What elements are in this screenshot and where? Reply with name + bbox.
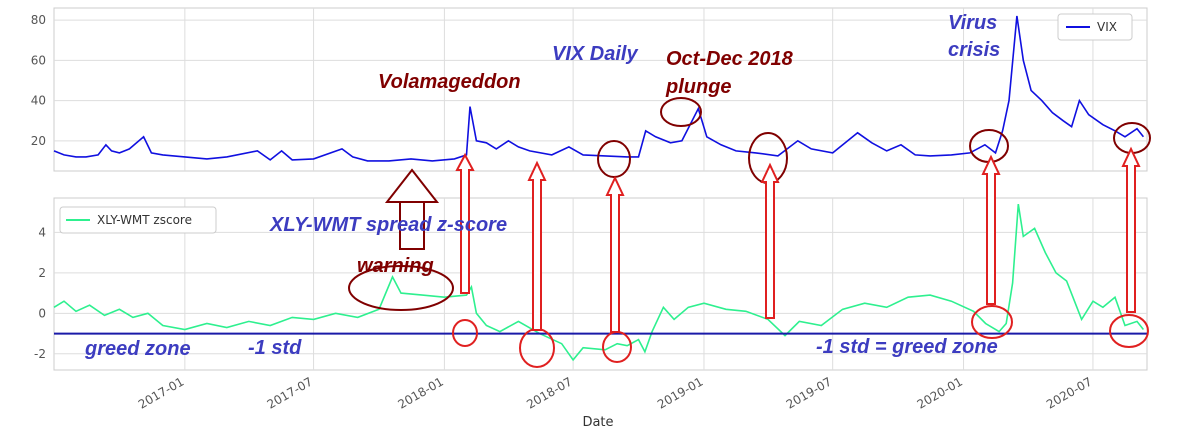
vix-gridlines	[54, 8, 1147, 171]
virus-label-line2: crisis	[948, 39, 1000, 61]
zscore-y-tick-label: 4	[38, 225, 46, 239]
virus-label-line1: Virus	[948, 12, 997, 34]
x-tick-label: 2018-07	[524, 374, 574, 411]
volamageddon-label: Volamageddon	[378, 71, 521, 93]
zscore-circle-2018-03	[452, 319, 478, 347]
zscore-legend: XLY-WMT zscore	[59, 206, 217, 234]
up-arrow-2018-03	[455, 152, 475, 294]
zscore-y-tick-label: 2	[38, 266, 46, 280]
up-arrow-2020-09	[1121, 146, 1141, 313]
zscore-y-tick-label: -2	[34, 347, 46, 361]
oct-dec-peak-circle	[660, 97, 702, 127]
up-arrow-2018-07	[527, 160, 547, 331]
minus-one-std-label: -1 std	[248, 337, 302, 359]
warning-block-arrow	[384, 168, 440, 250]
vix-y-tick-label: 60	[31, 53, 46, 67]
zscore-circle-2020-09	[1109, 314, 1149, 348]
vix-panel: 20 40 60 80 VIX	[31, 7, 1148, 172]
vix-y-tick-label: 20	[31, 134, 46, 148]
greed-zone-label: greed zone	[84, 338, 191, 360]
vix-plot-area	[53, 7, 1148, 172]
zscore-series-line	[53, 203, 1145, 362]
oct-dec-label-line1: Oct-Dec 2018	[666, 48, 794, 70]
annotation-labels: Volamageddon VIX Daily Oct-Dec 2018 plun…	[84, 12, 1000, 360]
x-axis-label: Date	[582, 415, 613, 430]
oct-dec-label-line2: plunge	[665, 76, 732, 98]
annotation-overlays	[348, 97, 1151, 368]
x-tick-label: 2020-07	[1044, 374, 1094, 411]
vix-circle-2018-10	[597, 140, 631, 178]
zscore-x-ticks: 2017-01 2017-07 2018-01 2018-07 2019-01 2019-…	[136, 374, 1095, 411]
zscore-legend-box	[59, 206, 217, 234]
x-tick-label: 2018-01	[395, 374, 445, 411]
vix-y-tick-label: 80	[31, 13, 46, 27]
zscore-y-tick-label: 0	[38, 306, 46, 320]
vix-legend-label: VIX	[1097, 20, 1117, 34]
zscore-plot-area	[53, 197, 1148, 371]
zscore-y-ticks: -2 0 2 4	[34, 225, 46, 360]
zscore-legend-label: XLY-WMT zscore	[97, 213, 192, 227]
x-tick-label: 2019-07	[784, 374, 834, 411]
x-tick-label: 2020-01	[915, 374, 965, 411]
zscore-circle-2020-02	[971, 305, 1013, 339]
x-tick-label: 2017-01	[136, 374, 186, 411]
up-arrow-2018-10	[605, 175, 625, 333]
vix-legend-box	[1057, 13, 1133, 41]
vix-y-ticks: 20 40 60 80	[31, 13, 46, 148]
x-tick-label: 2019-01	[655, 374, 705, 411]
up-arrow-2019-04	[760, 162, 780, 319]
warning-label: warning	[357, 255, 434, 277]
zscore-gridlines	[54, 198, 1147, 370]
vix-y-tick-label: 40	[31, 94, 46, 108]
vix-daily-label: VIX Daily	[552, 43, 638, 65]
zscore-panel: -2 0 2 4 2017-01 2017-07 2018-01 2018-07 2019-0…	[34, 197, 1148, 430]
vix-legend: VIX	[1057, 13, 1133, 41]
up-arrow-2020-02	[981, 154, 1001, 305]
warning-ellipse	[348, 265, 454, 311]
std-greed-zone-label: -1 std = greed zone	[816, 336, 998, 358]
x-tick-label: 2017-07	[265, 374, 315, 411]
vix-series-line	[53, 15, 1145, 162]
spread-zscore-label: XLY-WMT spread z-score	[269, 214, 507, 236]
